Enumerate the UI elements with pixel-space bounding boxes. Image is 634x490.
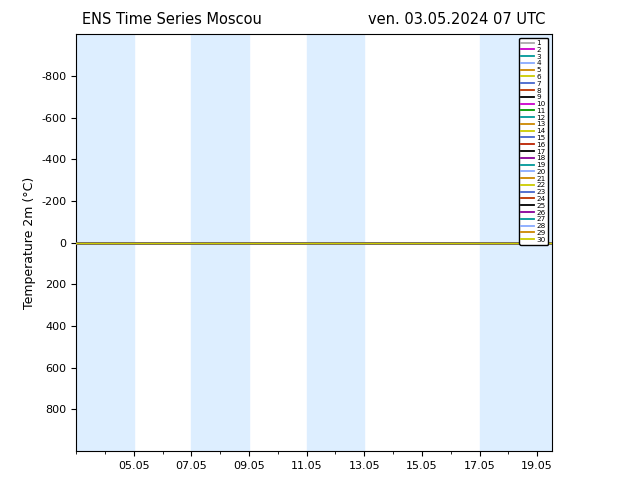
Legend: 1, 2, 3, 4, 5, 6, 7, 8, 9, 10, 11, 12, 13, 14, 15, 16, 17, 18, 19, 20, 21, 22, 2: 1, 2, 3, 4, 5, 6, 7, 8, 9, 10, 11, 12, 1… xyxy=(519,38,548,245)
Bar xyxy=(479,34,552,451)
Text: ven. 03.05.2024 07 UTC: ven. 03.05.2024 07 UTC xyxy=(368,12,545,27)
Bar xyxy=(76,34,134,451)
Bar xyxy=(191,34,249,451)
Y-axis label: Temperature 2m (°C): Temperature 2m (°C) xyxy=(23,176,36,309)
Bar xyxy=(307,34,365,451)
Text: ENS Time Series Moscou: ENS Time Series Moscou xyxy=(82,12,262,27)
